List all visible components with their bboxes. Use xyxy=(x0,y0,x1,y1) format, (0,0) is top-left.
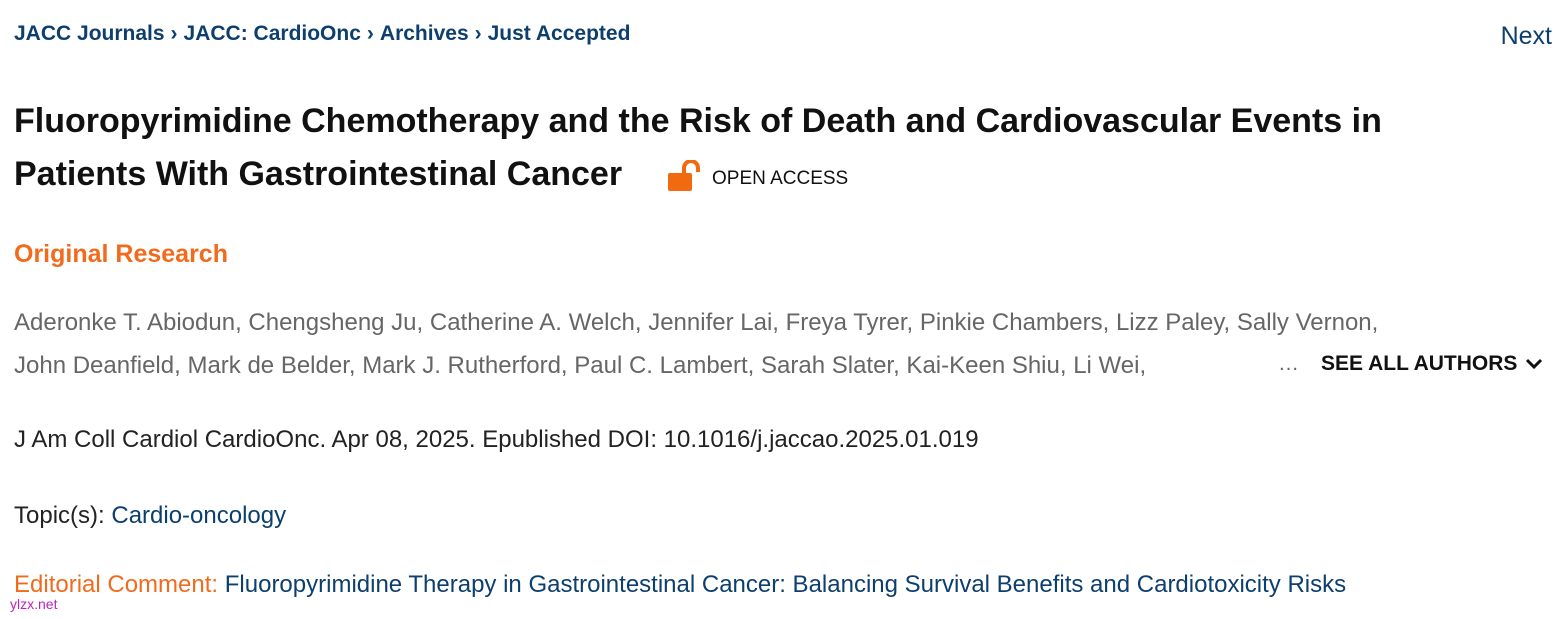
article-title: Fluoropyrimidine Chemotherapy and the Ri… xyxy=(14,102,1382,140)
article-type: Original Research xyxy=(14,240,228,268)
breadcrumb-separator: › xyxy=(170,22,178,45)
editorial-label: Editorial Comment: xyxy=(14,571,219,598)
see-all-label[interactable]: SEE ALL AUTHORS xyxy=(1321,352,1518,375)
breadcrumb-link[interactable]: Archives xyxy=(379,22,469,45)
editorial-comment: Editorial Comment: Fluoropyrimidine Ther… xyxy=(14,571,1346,599)
watermark: ylzx.net xyxy=(10,596,58,612)
article-title: Patients With Gastrointestinal Cancer xyxy=(14,155,623,193)
ellipsis: … xyxy=(1278,352,1299,375)
next-link[interactable]: Next xyxy=(1500,22,1552,50)
breadcrumb: JACC Journals › JACC: CardioOnc › Archives › J… xyxy=(14,22,630,46)
topics: Topic(s): Cardio-oncology xyxy=(14,502,286,530)
author-list: Aderonke T. Abiodun, Chengsheng Ju, Cath… xyxy=(14,309,1379,336)
author-list: John Deanfield, Mark de Belder, Mark J. … xyxy=(14,352,1147,379)
breadcrumb-separator: › xyxy=(366,22,374,45)
topics-label: Topic(s): xyxy=(14,502,105,529)
breadcrumb-link[interactable]: JACC: CardioOnc xyxy=(183,22,361,45)
breadcrumb-link[interactable]: Just Accepted xyxy=(487,22,631,45)
editorial-link[interactable]: Fluoropyrimidine Therapy in Gastrointest… xyxy=(224,571,1347,598)
breadcrumb-link[interactable]: JACC Journals xyxy=(14,22,165,45)
topic-link[interactable]: Cardio-oncology xyxy=(111,502,287,529)
see-all-authors[interactable]: … SEE ALL AUTHORS xyxy=(1278,352,1543,376)
citation: J Am Coll Cardiol CardioOnc. Apr 08, 202… xyxy=(14,426,979,453)
breadcrumb-separator: › xyxy=(474,22,482,45)
lock-icon xyxy=(668,160,700,191)
chevron-icon xyxy=(1526,358,1543,370)
open-access-label: OPEN ACCESS xyxy=(712,168,849,189)
open-access: OPEN ACCESS xyxy=(668,160,848,192)
